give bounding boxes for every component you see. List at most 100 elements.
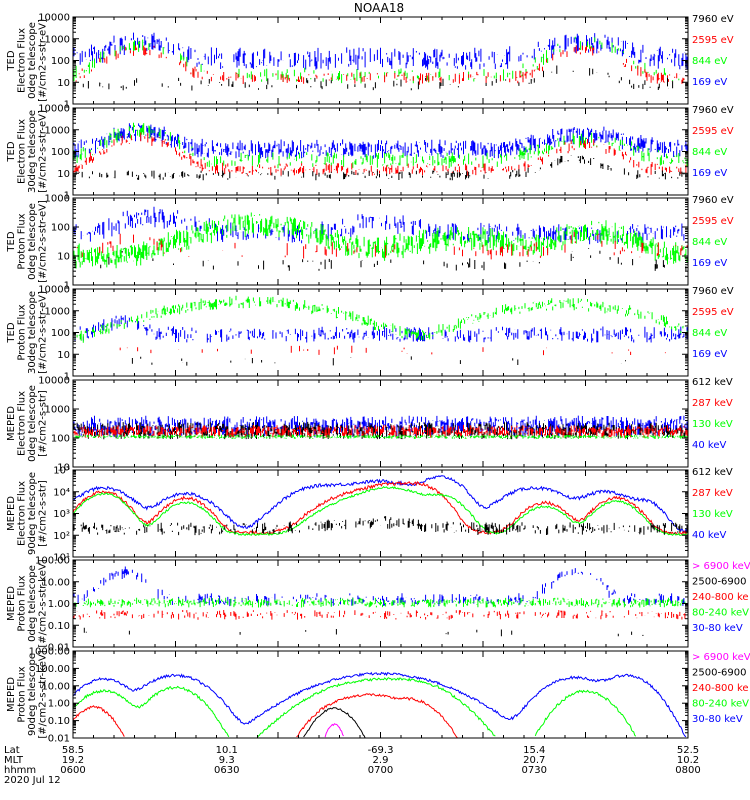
panel-frame [72,288,689,377]
y-axis-label: TED [6,141,17,162]
y-axis-label: Proton Flux [17,213,28,269]
legend-entry: 240-800 ke [692,683,749,694]
legend-entry: 844 eV [692,328,727,339]
panel-1-series-green [73,36,685,84]
y-tick-label: 1.00 [48,699,70,710]
panel-2-series-black [75,155,688,181]
panel-6-series-red [73,481,688,536]
y-tick-label: 0.10 [48,621,70,632]
x-row-value: 52.5 [677,745,699,756]
x-row-value: 19.2 [62,755,84,766]
y-axis-label: MEPED [6,496,17,531]
legend-entry: 844 eV [692,56,727,67]
x-row-value: 10.2 [677,755,699,766]
panel-5-series-green [73,434,688,439]
y-axis-label: 30deg telescope [27,291,38,374]
panel-5-data [73,415,688,440]
x-row-value: 0800 [675,765,700,776]
legend-entry: 169 eV [692,77,727,88]
panel-7-series-black [83,627,644,637]
y-tick-label: 1 [64,372,70,383]
x-row-value: 0700 [368,765,393,776]
y-axis-label: MEPED [6,406,17,441]
legend-entry: 2595 eV [692,307,734,318]
panel-8-series-black [303,707,366,738]
panel-3-series-red [76,232,688,260]
panel-8-series-green [73,677,637,738]
y-axis-label: TED [6,322,17,343]
y-axis-label: TED [6,231,17,252]
x-axis-annotation: Lat 58.5 10.1 -69.3 15.4 52.5 MLT 19.2 9.3 2.9 20.… [4,745,701,786]
legend-entry: 7960 eV [692,195,734,206]
legend-entry: 844 eV [692,147,727,158]
x-row-value: 58.5 [62,745,84,756]
panel-6-series-black [73,516,688,536]
panel-1-series-red [73,45,688,85]
panel-2-series-red [73,132,687,176]
legend-entry: 30-80 keV [692,714,743,725]
y-tick-label: 1 [64,281,70,292]
panel-2-data [73,122,688,181]
panel-8-series-red [73,693,458,738]
y-tick-label: 0.01 [48,643,70,654]
panel-4-series-green [73,295,688,344]
y-tick-label: 1000 [45,194,70,205]
y-tick-label: 1000 [45,125,70,136]
y-tick-label: 1 [64,100,70,111]
panel-1: 1 10 100 1000 10000 TED Electron Flux 0deg tele… [6,13,734,111]
y-axis-label: MEPED [6,586,17,621]
legend-entry: 2500-6900 [692,668,747,679]
y-axis-label: TED [6,50,17,71]
y-axis-label: Proton Flux [17,304,28,360]
legend-entry: 7960 eV [692,105,734,116]
x-row-value: 2.9 [373,755,389,766]
x-row-value: -69.3 [368,745,394,756]
panel-7-data [73,566,688,637]
y-tick-label: 10000 [38,376,70,387]
panel-6: 10¹ 10² 10³ 10⁴ 10⁵ MEPED Electron Flux 90deg t… [6,466,733,564]
panel-7: 0.01 0.10 1.00 10.00 100.00 MEPED Proton Flux 0… [6,556,750,654]
panel-1-data [73,32,688,91]
y-axis-label: Proton Flux [17,575,28,631]
legend-entry: 40 keV [692,440,726,451]
date-label: 2020 Jul 12 [4,775,61,786]
y-tick-label: 100 [51,434,70,445]
x-row-value: 0730 [522,765,547,776]
y-tick-label: 0.01 [48,734,70,745]
panel-3-series-green [73,212,688,269]
y-tick-label: 10.00 [41,577,70,588]
y-tick-label: 10000 [38,285,70,296]
legend-entry: 2595 eV [692,35,734,46]
y-tick-label: 10² [53,531,70,542]
y-axis-label: [#/cm2-s-str-keV] [38,559,49,647]
y-tick-label: 1.00 [48,599,70,610]
panel-4-series-blue [73,315,688,343]
y-tick-label: 10⁴ [53,487,70,498]
y-axis-label: 0deg telescope [27,385,38,462]
y-tick-label: 100 [51,56,70,67]
legend-entry: 287 keV [692,398,733,409]
legend-entry: 30-80 keV [692,623,743,634]
legend-entry: 169 eV [692,349,727,360]
legend-entry: 169 eV [692,168,727,179]
y-tick-label: 1000 [45,34,70,45]
panel-2: 1 10 100 1000 10000 TED Electron Flux 30deg tel… [6,104,734,202]
legend-entry: 2595 eV [692,126,734,137]
panel-2-series-blue [73,123,688,159]
y-tick-label: 10³ [53,509,70,520]
y-tick-label: 1000 [45,405,70,416]
y-tick-label: 0.10 [48,716,70,727]
y-axis-label: [#/cm2-s-str-eV] [38,200,49,283]
y-tick-label: 10 [57,463,70,474]
panel-7-series-red [73,610,688,620]
x-row-value: 0600 [60,765,85,776]
legend-entry: 80-240 keV [692,608,749,619]
panel-6-series-green [73,485,688,537]
panel-4-series-black [131,356,626,366]
x-row-value: 20.7 [523,755,545,766]
y-axis-label: [#/cm2-s-str] [38,480,49,547]
legend-entry: 7960 eV [692,14,734,25]
legend-entry: 7960 eV [692,286,734,297]
y-axis-label: 0deg telescope [27,203,38,280]
